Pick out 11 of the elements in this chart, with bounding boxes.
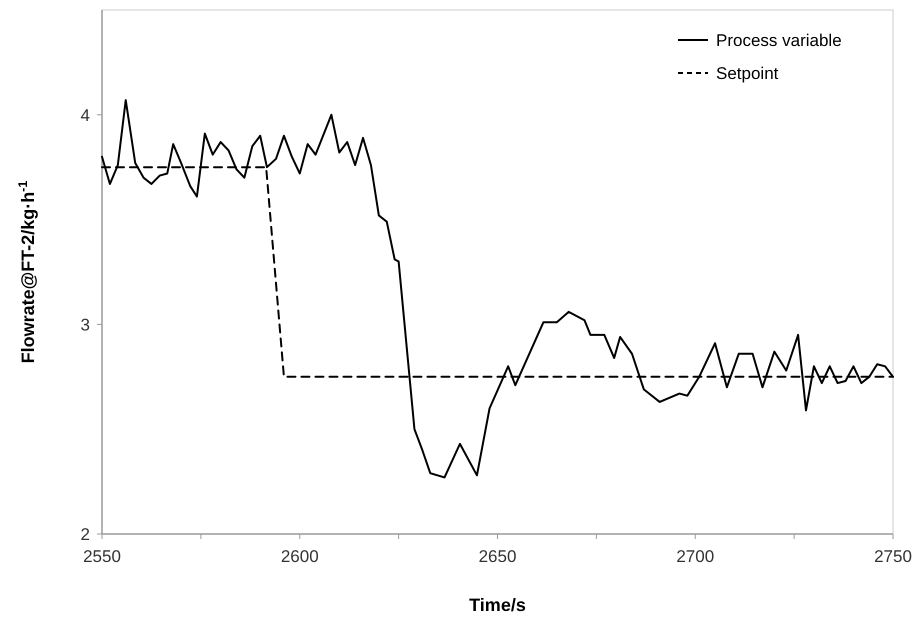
- x-tick-label: 2600: [280, 547, 319, 566]
- x-tick-label: 2550: [83, 547, 121, 566]
- legend-label: Process variable: [716, 31, 842, 50]
- x-tick-label: 2750: [874, 547, 912, 566]
- x-tick-label: 2650: [478, 547, 516, 566]
- x-tick-label: 2700: [676, 547, 714, 566]
- y-tick-label: 3: [80, 315, 90, 334]
- x-axis-title: Time/s: [469, 595, 526, 615]
- y-tick-label: 2: [80, 525, 90, 544]
- y-tick-label: 4: [80, 106, 90, 125]
- legend-label: Setpoint: [716, 64, 779, 83]
